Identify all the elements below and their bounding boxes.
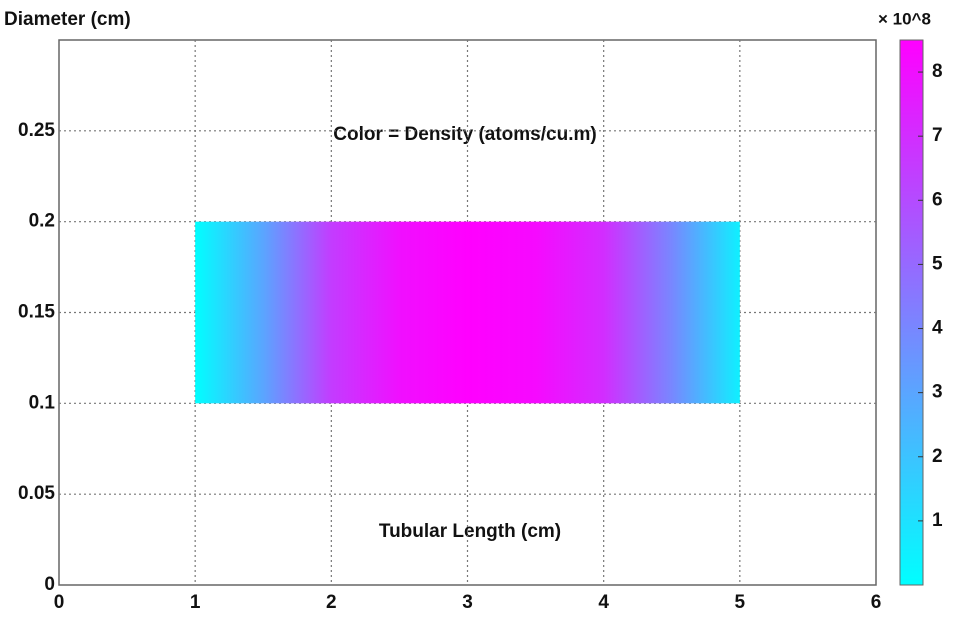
colorbar-tick-label: 2: [932, 446, 943, 467]
x-axis-label: Tubular Length (cm): [379, 521, 561, 542]
y-axis-label: Diameter (cm): [4, 9, 131, 30]
colorbar-tick-label: 7: [932, 125, 943, 146]
colorbar-label: × 10^8: [878, 9, 931, 28]
y-tick-label: 0: [44, 574, 55, 595]
colorbar-tick-label: 5: [932, 253, 943, 274]
colorbar: [899, 39, 924, 586]
y-tick-label: 0.05: [18, 483, 55, 504]
x-tick-label: 5: [735, 592, 746, 613]
x-tick-label: 1: [190, 592, 201, 613]
x-tick-label: 6: [871, 592, 882, 613]
x-tick-label: 0: [54, 592, 65, 613]
y-tick-label: 0.2: [29, 211, 55, 232]
colorbar-tick-label: 1: [932, 510, 943, 531]
y-tick-label: 0.25: [18, 120, 55, 141]
colorbar-tick-label: 4: [932, 318, 943, 339]
colorbar-tick-label: 8: [932, 61, 943, 82]
density-band: [195, 221, 740, 404]
x-tick-label: 4: [598, 592, 609, 613]
y-tick-label: 0.1: [29, 392, 56, 413]
x-tick-label: 3: [462, 592, 473, 613]
x-tick-label: 2: [326, 592, 337, 613]
colorbar-tick-label: 6: [932, 189, 943, 210]
y-tick-label: 0.15: [18, 302, 55, 323]
chart-title: Color = Density (atoms/cu.m): [333, 124, 596, 145]
colorbar-tick-label: 3: [932, 382, 943, 403]
